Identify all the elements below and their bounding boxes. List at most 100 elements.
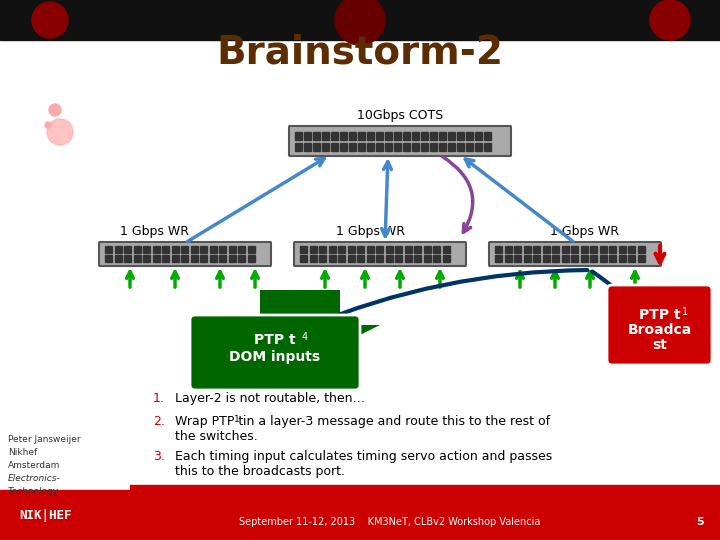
Bar xyxy=(376,143,383,151)
Bar xyxy=(238,255,245,262)
Bar xyxy=(130,485,720,500)
Bar xyxy=(580,255,588,262)
Bar xyxy=(475,143,482,151)
Bar xyxy=(248,246,254,253)
Bar xyxy=(313,132,320,140)
Bar xyxy=(171,255,179,262)
Circle shape xyxy=(47,119,73,145)
Bar xyxy=(580,246,588,253)
Bar xyxy=(340,143,347,151)
Bar xyxy=(376,132,383,140)
Bar xyxy=(191,255,197,262)
FancyBboxPatch shape xyxy=(289,126,511,156)
Text: 1 Gbps WR: 1 Gbps WR xyxy=(551,225,619,238)
Bar xyxy=(466,143,473,151)
Bar xyxy=(448,132,455,140)
Bar xyxy=(405,246,412,253)
Bar xyxy=(514,255,521,262)
Bar xyxy=(505,246,511,253)
Bar xyxy=(357,255,364,262)
Bar xyxy=(5,495,85,535)
Bar xyxy=(439,132,446,140)
Bar xyxy=(430,132,437,140)
Bar xyxy=(162,255,169,262)
Bar xyxy=(162,246,169,253)
Bar xyxy=(238,246,245,253)
Bar xyxy=(358,132,365,140)
Text: Amsterdam: Amsterdam xyxy=(8,461,60,470)
Bar xyxy=(571,246,578,253)
Bar xyxy=(414,246,421,253)
Text: Electronics-: Electronics- xyxy=(8,474,60,483)
Bar xyxy=(328,255,336,262)
Text: 1.: 1. xyxy=(153,392,165,405)
Bar xyxy=(219,255,226,262)
Text: Broadca: Broadca xyxy=(628,323,692,337)
Bar xyxy=(466,132,473,140)
Bar xyxy=(443,246,449,253)
Bar xyxy=(562,246,569,253)
Bar xyxy=(331,132,338,140)
Bar xyxy=(495,255,502,262)
Bar xyxy=(322,143,329,151)
Bar xyxy=(448,143,455,151)
Bar xyxy=(403,143,410,151)
Bar xyxy=(385,132,392,140)
Bar xyxy=(395,255,402,262)
Bar xyxy=(328,246,336,253)
Bar xyxy=(637,255,644,262)
Bar xyxy=(443,255,449,262)
Bar xyxy=(542,255,549,262)
Text: NIK|HEF: NIK|HEF xyxy=(19,509,71,522)
Bar xyxy=(376,246,383,253)
Bar xyxy=(340,132,347,140)
Text: 1: 1 xyxy=(682,307,688,317)
Bar xyxy=(430,143,437,151)
Bar xyxy=(609,255,616,262)
Text: this to the broadcasts port.: this to the broadcasts port. xyxy=(175,465,345,478)
Text: 3.: 3. xyxy=(153,450,165,463)
Bar xyxy=(295,132,302,140)
Bar xyxy=(433,246,440,253)
Bar xyxy=(228,255,235,262)
Bar xyxy=(637,246,644,253)
Bar xyxy=(514,246,521,253)
Bar xyxy=(505,255,511,262)
Bar xyxy=(366,255,374,262)
Circle shape xyxy=(45,122,51,128)
Bar xyxy=(394,132,401,140)
Bar xyxy=(405,255,412,262)
Text: PTP t: PTP t xyxy=(254,333,296,347)
Bar xyxy=(412,143,419,151)
Bar xyxy=(552,255,559,262)
Bar xyxy=(367,143,374,151)
Text: Each timing input calculates timing servo action and passes: Each timing input calculates timing serv… xyxy=(175,450,552,463)
Bar xyxy=(348,246,354,253)
Bar xyxy=(124,246,131,253)
Bar xyxy=(349,143,356,151)
Bar xyxy=(412,132,419,140)
Bar xyxy=(310,246,317,253)
Text: 1 Gbps WR: 1 Gbps WR xyxy=(120,225,189,238)
Text: 2.: 2. xyxy=(153,415,165,428)
Bar xyxy=(495,246,502,253)
Bar xyxy=(191,246,197,253)
Bar xyxy=(421,132,428,140)
Bar xyxy=(523,246,531,253)
Bar xyxy=(357,246,364,253)
Bar xyxy=(153,246,160,253)
Bar xyxy=(133,246,140,253)
Circle shape xyxy=(49,104,61,116)
Bar xyxy=(153,255,160,262)
Bar xyxy=(484,132,491,140)
Bar xyxy=(124,255,131,262)
Circle shape xyxy=(335,0,385,45)
Bar xyxy=(114,246,122,253)
Bar xyxy=(618,246,626,253)
Bar xyxy=(552,246,559,253)
Bar xyxy=(200,246,207,253)
Bar xyxy=(395,246,402,253)
FancyBboxPatch shape xyxy=(294,242,466,266)
Bar xyxy=(628,246,635,253)
Text: Nikhef: Nikhef xyxy=(8,448,37,457)
